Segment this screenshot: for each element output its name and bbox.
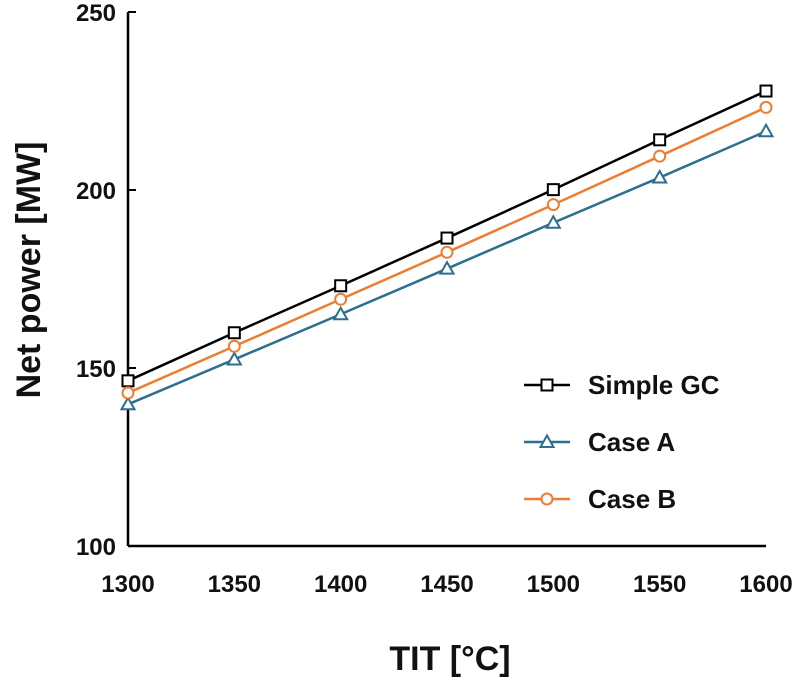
plot-frame (126, 12, 766, 548)
legend: Simple GC Case A Case B (524, 370, 720, 514)
x-tick-label: 1500 (527, 571, 580, 598)
x-tick-label: 1550 (633, 571, 686, 598)
data-point (226, 350, 243, 366)
data-point (438, 260, 456, 275)
data-point (757, 122, 775, 138)
y-tick-label: 100 (76, 534, 116, 561)
legend-marker (540, 492, 554, 506)
data-point (440, 231, 454, 245)
legend-marker (538, 433, 556, 448)
data-point (119, 395, 137, 411)
data-point (227, 326, 241, 340)
x-tick-label: 1400 (314, 571, 367, 598)
legend-label: Case A (588, 427, 675, 457)
legend-marker (540, 378, 554, 392)
data-point (227, 339, 241, 353)
series-case-a (119, 122, 775, 411)
data-point (653, 149, 667, 163)
y-tick-label: 200 (76, 178, 116, 205)
data-point (334, 292, 348, 306)
series-case-b (121, 100, 773, 400)
x-tick-label: 1350 (208, 571, 261, 598)
legend-label: Case B (588, 484, 676, 514)
y-tick-label: 250 (76, 0, 116, 27)
data-point (121, 374, 135, 388)
axis-ticks: 1300 1350 1400 1450 1500 1550 1600 100 150 200 250 (76, 0, 793, 598)
data-point (334, 279, 348, 293)
x-tick-label: 1450 (420, 571, 473, 598)
y-tick-label: 150 (76, 356, 116, 383)
x-tick-label: 1600 (739, 571, 792, 598)
data-point (546, 198, 560, 212)
data-point (546, 183, 560, 197)
series-group (119, 84, 775, 411)
series-simple-gc (121, 84, 773, 388)
data-point (653, 133, 667, 147)
data-point (440, 245, 454, 259)
data-point (545, 214, 562, 229)
data-point (759, 100, 773, 114)
data-point (651, 169, 668, 184)
x-tick-label: 1300 (101, 571, 154, 598)
y-axis-title: Net power [MW] (10, 142, 48, 399)
data-point (332, 305, 349, 321)
data-point (759, 84, 773, 98)
data-point (121, 386, 135, 400)
legend-label: Simple GC (588, 370, 720, 400)
x-axis-title: TIT [°C] (389, 640, 510, 678)
